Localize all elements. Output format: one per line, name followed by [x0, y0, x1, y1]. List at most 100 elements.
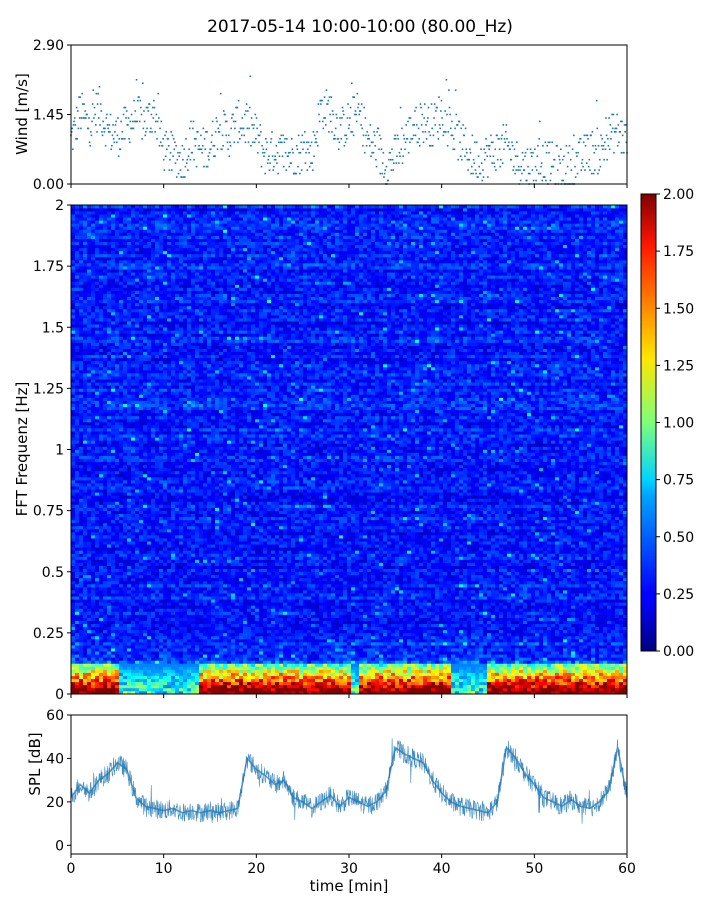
spectrogram-cell: [291, 666, 296, 670]
spectrogram-cell: [507, 690, 512, 695]
spectrogram-cell: [535, 690, 540, 695]
spectrogram-cell: [151, 645, 156, 649]
wind-point: [426, 120, 429, 123]
wind-point: [348, 124, 351, 126]
spectrogram-cell: [195, 608, 200, 612]
spectrogram-cell: [355, 648, 360, 652]
spectrogram-cell: [267, 672, 272, 676]
spectrogram-cell: [183, 669, 188, 673]
wind-point: [487, 176, 489, 178]
spectrogram-cell: [263, 605, 268, 609]
spectrogram-cell: [423, 635, 428, 640]
wind-point: [319, 99, 322, 102]
spectrogram-cell: [607, 611, 612, 615]
spectrogram-cell: [111, 620, 116, 625]
spectrogram-cell: [387, 654, 392, 658]
spectrogram-cell: [151, 657, 156, 661]
wind-point: [164, 155, 167, 157]
wind-point: [190, 120, 192, 123]
wind-point: [205, 165, 208, 168]
wind-point: [150, 113, 153, 116]
wind-point: [608, 148, 611, 151]
wind-point: [423, 103, 426, 105]
spectrogram-cell: [227, 690, 232, 695]
wind-point: [347, 103, 349, 105]
spectrogram-cell: [619, 657, 624, 661]
spectrogram-cell: [391, 638, 396, 643]
spectrogram-cell: [223, 678, 228, 683]
wind-point: [464, 127, 467, 130]
spectrogram-cell: [599, 651, 604, 655]
spectrogram-cell: [159, 690, 164, 695]
spectrogram-cell: [267, 635, 272, 640]
spectrogram-cell: [435, 608, 440, 612]
wind-point: [582, 141, 585, 144]
spectrogram-cell: [235, 611, 240, 615]
spectrogram-cell: [267, 623, 272, 628]
wind-point: [547, 141, 550, 144]
spectrogram-cell: [343, 663, 348, 667]
spectrogram-cell: [611, 687, 616, 692]
spectrogram-cell: [239, 678, 244, 683]
spectrogram-cell: [415, 608, 420, 612]
spectrogram-cell: [159, 626, 164, 631]
wind-point: [155, 113, 158, 116]
wind-point: [266, 162, 269, 164]
wind-point: [175, 144, 177, 147]
spectrogram-cell: [495, 684, 500, 689]
spectrogram-cell: [403, 642, 408, 646]
spectrogram-cell: [303, 651, 308, 655]
spectrogram-cell: [535, 675, 540, 680]
wind-point: [108, 124, 111, 126]
spectrogram-cell: [319, 657, 324, 661]
spectrogram-cell: [307, 645, 312, 649]
spectrogram-cell: [95, 645, 100, 649]
spectrogram-cell: [179, 660, 184, 664]
spectrogram-cell: [155, 645, 160, 649]
spectrogram-cell: [427, 681, 432, 686]
spectrogram-cell: [235, 678, 240, 683]
spectrogram-cell: [299, 623, 304, 628]
spectrogram-cell: [363, 654, 368, 658]
spectrogram-cell: [491, 635, 496, 640]
spectrogram-cell: [123, 638, 128, 643]
spectrogram-cell: [483, 611, 488, 615]
spectrogram-cell: [315, 663, 320, 667]
spectrogram-cell: [615, 611, 620, 615]
spectrogram-cell: [95, 666, 100, 670]
spectrogram-cell: [495, 617, 500, 621]
spectrogram-cell: [591, 681, 596, 686]
spectrogram-cell: [75, 675, 80, 680]
spectrogram-cell: [591, 648, 596, 652]
spectrogram-cell: [399, 675, 404, 680]
spectrogram-cell: [371, 626, 376, 631]
spectrogram-cell: [427, 605, 432, 609]
spectrogram-cell: [123, 635, 128, 640]
spectrogram-cell: [511, 638, 516, 643]
spectrogram-cell: [183, 608, 188, 612]
spectrogram-cell: [135, 623, 140, 628]
spectrogram-cell: [515, 657, 520, 661]
spectrogram-cell: [83, 672, 88, 676]
spectrogram-cell: [367, 642, 372, 646]
spectrogram-cell: [243, 660, 248, 664]
spectrogram-cell: [203, 648, 208, 652]
spectrogram-cell: [195, 672, 200, 676]
spectrogram-cell: [539, 638, 544, 643]
spectrogram-cell: [95, 678, 100, 683]
wind-point: [446, 113, 448, 116]
spectrogram-cell: [127, 602, 132, 606]
spectrogram-cell: [367, 681, 372, 686]
spectrogram-cell: [551, 642, 556, 646]
spectrogram-cell: [227, 657, 232, 661]
spectrogram-cell: [507, 654, 512, 658]
wind-point: [252, 127, 255, 130]
spectrogram-cell: [331, 675, 336, 680]
spectrogram-cell: [499, 645, 504, 649]
spectrogram-cell: [467, 672, 472, 676]
spectrogram-cell: [259, 608, 264, 612]
wind-point: [141, 138, 143, 140]
spectrogram-cell: [403, 608, 408, 612]
spectrogram-cell: [143, 629, 148, 634]
spectrogram-cell: [183, 654, 188, 658]
